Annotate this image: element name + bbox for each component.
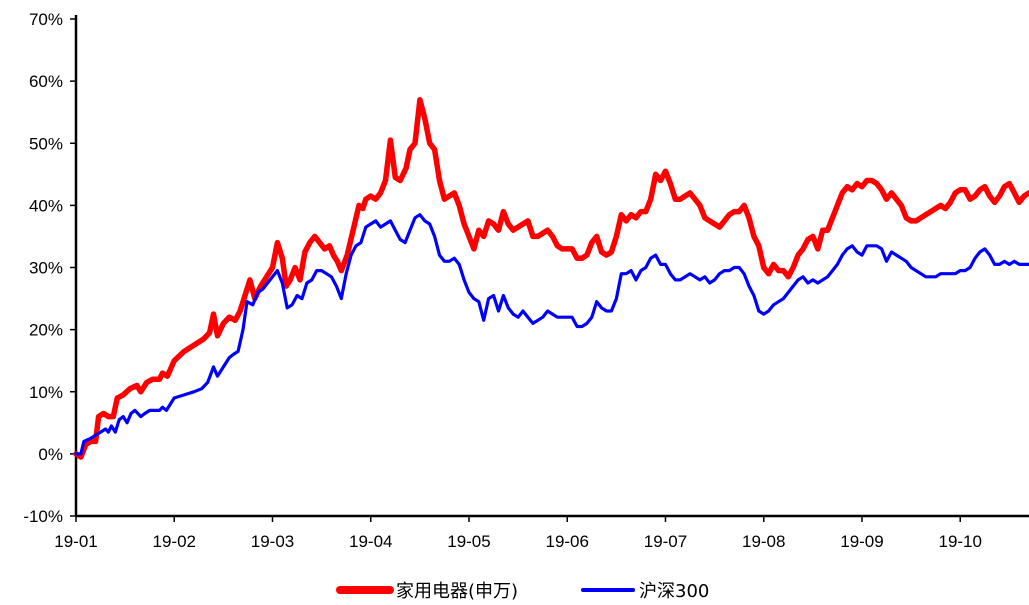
x-tick-label: 19-02 xyxy=(153,532,196,551)
series-line-csi300 xyxy=(74,213,1029,456)
series-line-home-appliances xyxy=(73,97,1029,460)
x-tick-label: 19-07 xyxy=(644,532,687,551)
x-tick-label: 19-04 xyxy=(349,532,392,551)
x-tick-label: 19-06 xyxy=(545,532,588,551)
series-lines xyxy=(73,97,1029,460)
y-tick-label: 60% xyxy=(29,72,63,91)
y-tick-label: 0% xyxy=(38,445,63,464)
x-tick-label: 19-03 xyxy=(251,532,294,551)
x-tick-label: 19-08 xyxy=(742,532,785,551)
y-tick-label: 30% xyxy=(29,259,63,278)
y-axis: -10% 0% 10% 20% 30% 40% 50% 60% 70% xyxy=(23,10,78,526)
legend: 家用电器(申万) 沪深300 xyxy=(336,581,709,602)
y-tick-label: -10% xyxy=(23,507,63,526)
x-tick-label: 19-10 xyxy=(938,532,981,551)
y-tick-label: 50% xyxy=(29,134,63,153)
x-tick-label: 19-05 xyxy=(447,532,490,551)
y-tick-label: 10% xyxy=(29,383,63,402)
y-tick-label: 70% xyxy=(29,10,63,29)
x-tick-label: 19-01 xyxy=(54,532,97,551)
x-axis: 19-01 19-02 19-03 19-04 19-05 19-06 19-07 19-08… xyxy=(54,514,1029,551)
y-tick-label: 20% xyxy=(29,321,63,340)
legend-label: 沪深300 xyxy=(639,581,709,602)
x-tick-label: 19-09 xyxy=(840,532,883,551)
legend-label: 家用电器(申万) xyxy=(396,581,518,602)
y-tick-label: 40% xyxy=(29,196,63,215)
